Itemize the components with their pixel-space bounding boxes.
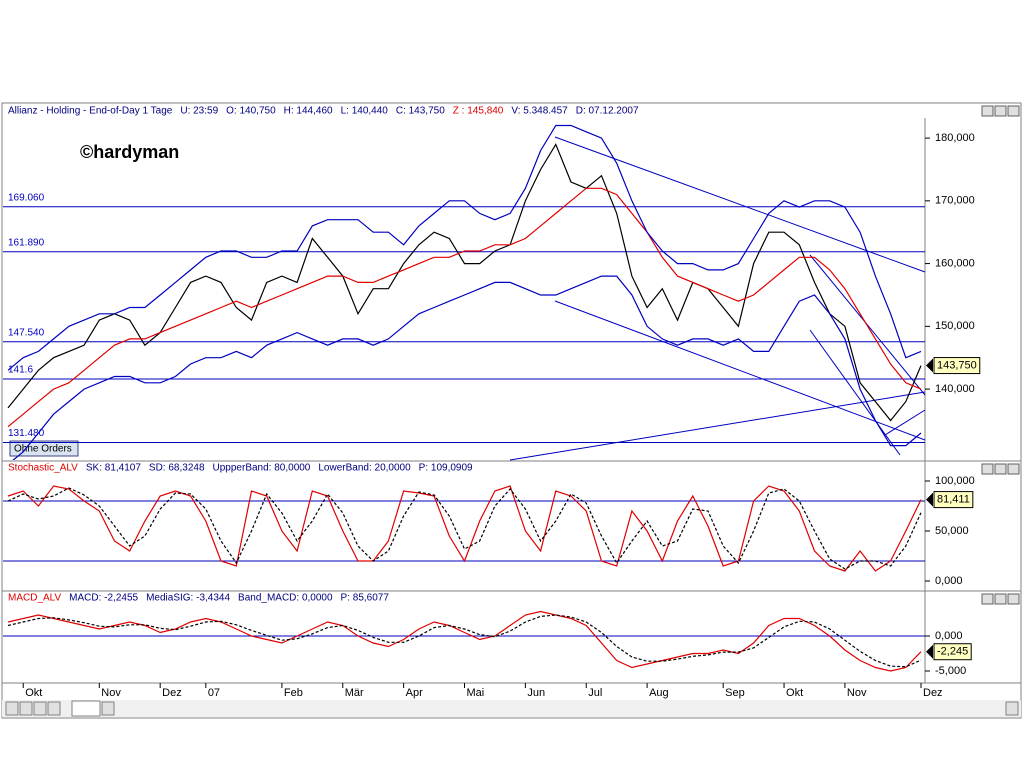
tab-bar <box>2 700 1021 717</box>
panel-header: C: 143,750 <box>396 106 445 117</box>
panel-header: MACD_ALV <box>8 593 61 604</box>
current-value-box <box>933 643 972 661</box>
orders-button[interactable] <box>9 440 79 457</box>
y-tick-label: 160,000 <box>935 257 975 269</box>
panel-controls <box>981 105 1020 605</box>
tab-bar-bg <box>2 700 1021 717</box>
trend-line <box>554 136 926 273</box>
panel-header: MediaSIG: -3,4344 <box>146 593 230 604</box>
x-tick-label: Okt <box>25 687 42 699</box>
x-tick-label: Jul <box>588 687 602 699</box>
scroll-left[interactable] <box>101 701 115 716</box>
panel-header: Z : 145,840 <box>453 106 504 117</box>
current-pointer <box>926 492 933 507</box>
x-tick-label: Aug <box>649 687 669 699</box>
panel-header: MACD: -2,2455 <box>69 593 138 604</box>
close-button[interactable] <box>1007 593 1020 605</box>
nav-last[interactable] <box>47 701 61 716</box>
current-pointer <box>926 644 933 659</box>
maximize-button[interactable] <box>994 463 1007 475</box>
maximize-button[interactable] <box>994 105 1007 117</box>
x-tick-label: Mär <box>345 687 364 699</box>
trend-line <box>884 409 926 436</box>
current-value-label: -2,245 <box>937 646 968 658</box>
panel-header: SK: 81,4107 <box>86 463 141 474</box>
x-tick-label: Dez <box>162 687 182 699</box>
series-line <box>7 485 922 572</box>
x-tick-label: Feb <box>284 687 303 699</box>
y-tick-label: 140,000 <box>935 383 975 395</box>
level-label: 161.890 <box>8 237 45 248</box>
trend-lines <box>509 136 926 461</box>
x-tick-label: Sep <box>725 687 745 699</box>
maximize-button[interactable] <box>994 593 1007 605</box>
panel-header: H: 144,460 <box>284 106 333 117</box>
y-tick-label: 100,000 <box>935 475 975 487</box>
y-tick-label: 50,000 <box>935 525 969 537</box>
trend-line <box>509 391 926 461</box>
minimize-button[interactable] <box>981 105 994 117</box>
sheet-tab[interactable] <box>71 700 101 717</box>
x-tick-label: Apr <box>406 687 423 699</box>
close-button[interactable] <box>1007 105 1020 117</box>
panel-header: P: 85,6077 <box>341 593 390 604</box>
panel-header: U: 23:59 <box>180 106 218 117</box>
series-line <box>7 614 922 668</box>
level-label: 169.060 <box>8 192 45 203</box>
y-tick-label: 0,000 <box>935 575 963 587</box>
level-label: 131.480 <box>8 428 45 439</box>
x-tick-label: Nov <box>847 687 867 699</box>
x-tick-label: Okt <box>786 687 803 699</box>
minimize-button[interactable] <box>981 463 994 475</box>
level-label: 141.6 <box>8 365 33 376</box>
panel-header: UppperBand: 80,0000 <box>213 463 311 474</box>
x-tick-label: Dez <box>923 687 943 699</box>
panel-header: Band_MACD: 0,0000 <box>238 593 333 604</box>
x-tick-label: Mai <box>467 687 485 699</box>
panel-header: LowerBand: 20,0000 <box>318 463 411 474</box>
current-value-label: 143,750 <box>937 359 977 371</box>
panel-header: Stochastic_ALV <box>8 463 78 474</box>
nav-first[interactable] <box>5 701 19 716</box>
x-tick-label: 07 <box>208 687 220 699</box>
series-line <box>7 610 922 672</box>
panel-header: D: 07.12.2007 <box>576 106 639 117</box>
trend-line <box>809 329 901 456</box>
y-tick-label: 150,000 <box>935 320 975 332</box>
y-tick-label: 0,000 <box>935 630 963 642</box>
panel-header: O: 140,750 <box>226 106 276 117</box>
minimize-button[interactable] <box>981 593 994 605</box>
nav-prev[interactable] <box>19 701 33 716</box>
current-pointer <box>926 358 933 373</box>
orders-button-label: Ohne Orders <box>14 444 72 455</box>
chart-frame <box>1 102 1022 719</box>
current-value-box <box>933 491 974 509</box>
scroll-right[interactable] <box>1005 701 1019 716</box>
panel-header: P: 109,0909 <box>419 463 473 474</box>
level-label: 147.540 <box>8 327 45 338</box>
series-line <box>12 275 922 460</box>
series-line <box>7 487 922 570</box>
panel-header: V: 5.348.457 <box>511 106 568 117</box>
y-tick-label: 170,000 <box>935 195 975 207</box>
trend-line <box>554 300 926 441</box>
close-button[interactable] <box>1007 463 1020 475</box>
panel-header: SD: 68,3248 <box>149 463 205 474</box>
nav-next[interactable] <box>33 701 47 716</box>
series-line <box>7 187 922 428</box>
watermark: ©hardyman <box>80 142 179 162</box>
y-tick-label: -5,000 <box>935 665 966 677</box>
x-tick-label: Nov <box>101 687 121 699</box>
current-value-label: 81,411 <box>937 493 970 505</box>
series-line <box>7 124 922 371</box>
panel-header: Allianz - Holding - End-of-Day 1 Tage <box>8 106 173 117</box>
x-tick-label: Jun <box>527 687 545 699</box>
current-value-box <box>933 357 981 375</box>
y-tick-label: 180,000 <box>935 132 975 144</box>
panel-header: L: 140,440 <box>341 106 389 117</box>
